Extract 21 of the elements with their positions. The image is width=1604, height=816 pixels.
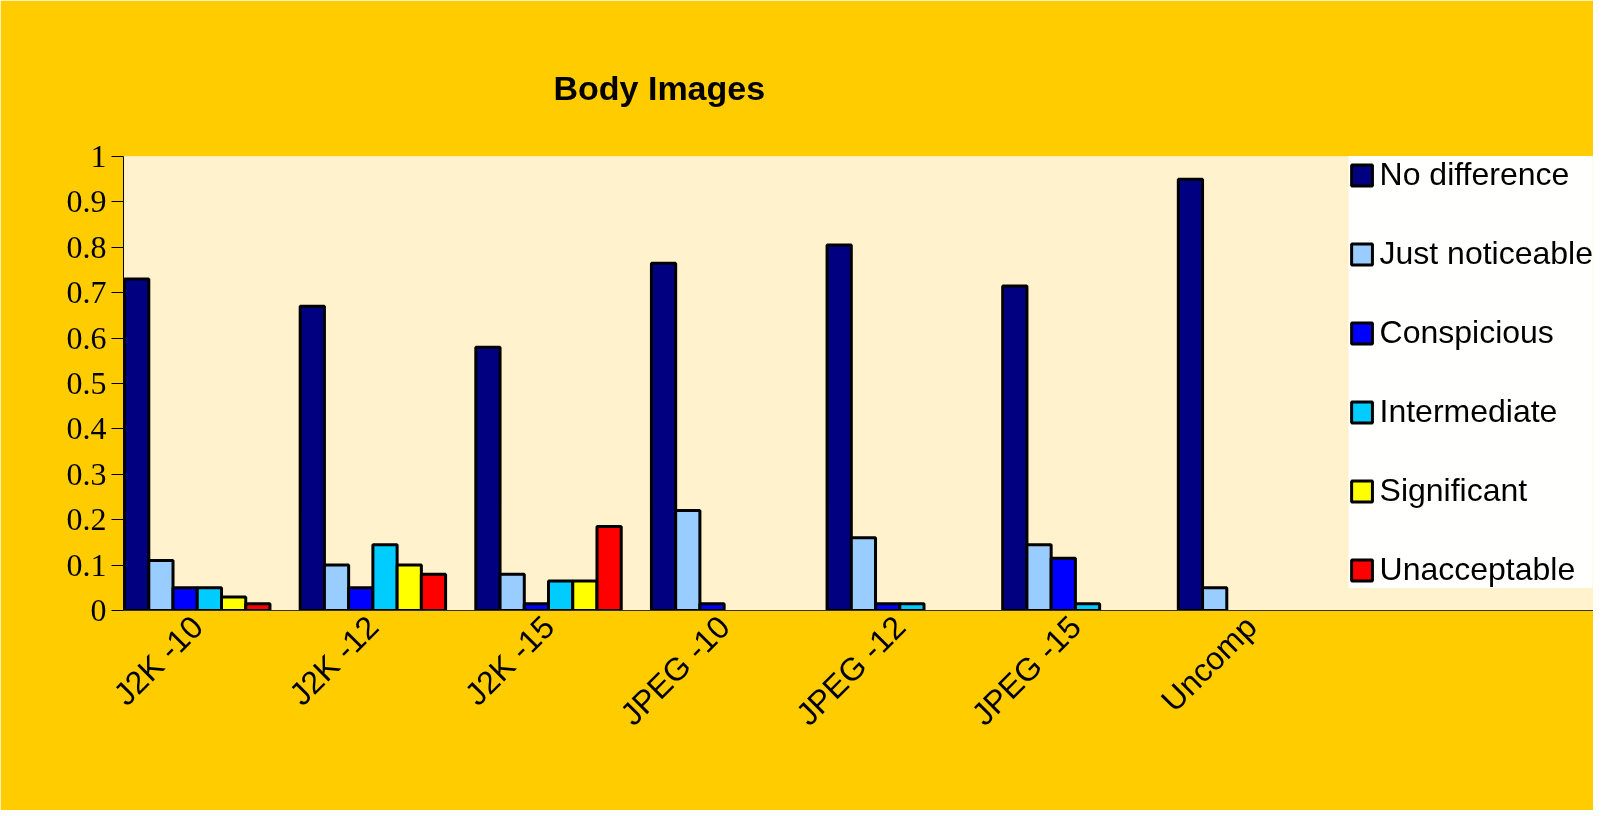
y-tick-label: 0.3	[66, 455, 107, 492]
y-tick-label: 0.7	[66, 274, 107, 311]
y-tick-label: 0.5	[66, 365, 107, 401]
y-tick-label: 0.2	[66, 501, 107, 538]
y-tick-label: 0	[90, 592, 107, 628]
y-tick-label: 0.4	[66, 410, 107, 447]
y-tick-label: 0.9	[66, 183, 107, 220]
legend-label: Conspicious	[1379, 314, 1554, 351]
legend-label: No difference	[1379, 156, 1570, 193]
legend-label: Unacceptable	[1379, 551, 1576, 588]
legend-label: Just noticeable	[1379, 235, 1593, 272]
y-tick-label: 1	[90, 138, 107, 174]
chart-title: Body Images	[553, 68, 766, 107]
legend-label: Intermediate	[1379, 393, 1558, 430]
x-tick-label: J2K -15	[457, 608, 562, 713]
y-tick-label: 0.8	[66, 228, 107, 265]
y-tick-label: 0.1	[66, 546, 107, 583]
legend-label: Significant	[1379, 472, 1528, 509]
x-tick-label: J2K -12	[282, 608, 386, 713]
y-tick-label: 0.6	[66, 319, 107, 356]
x-tick-label: J2K -10	[106, 608, 210, 713]
